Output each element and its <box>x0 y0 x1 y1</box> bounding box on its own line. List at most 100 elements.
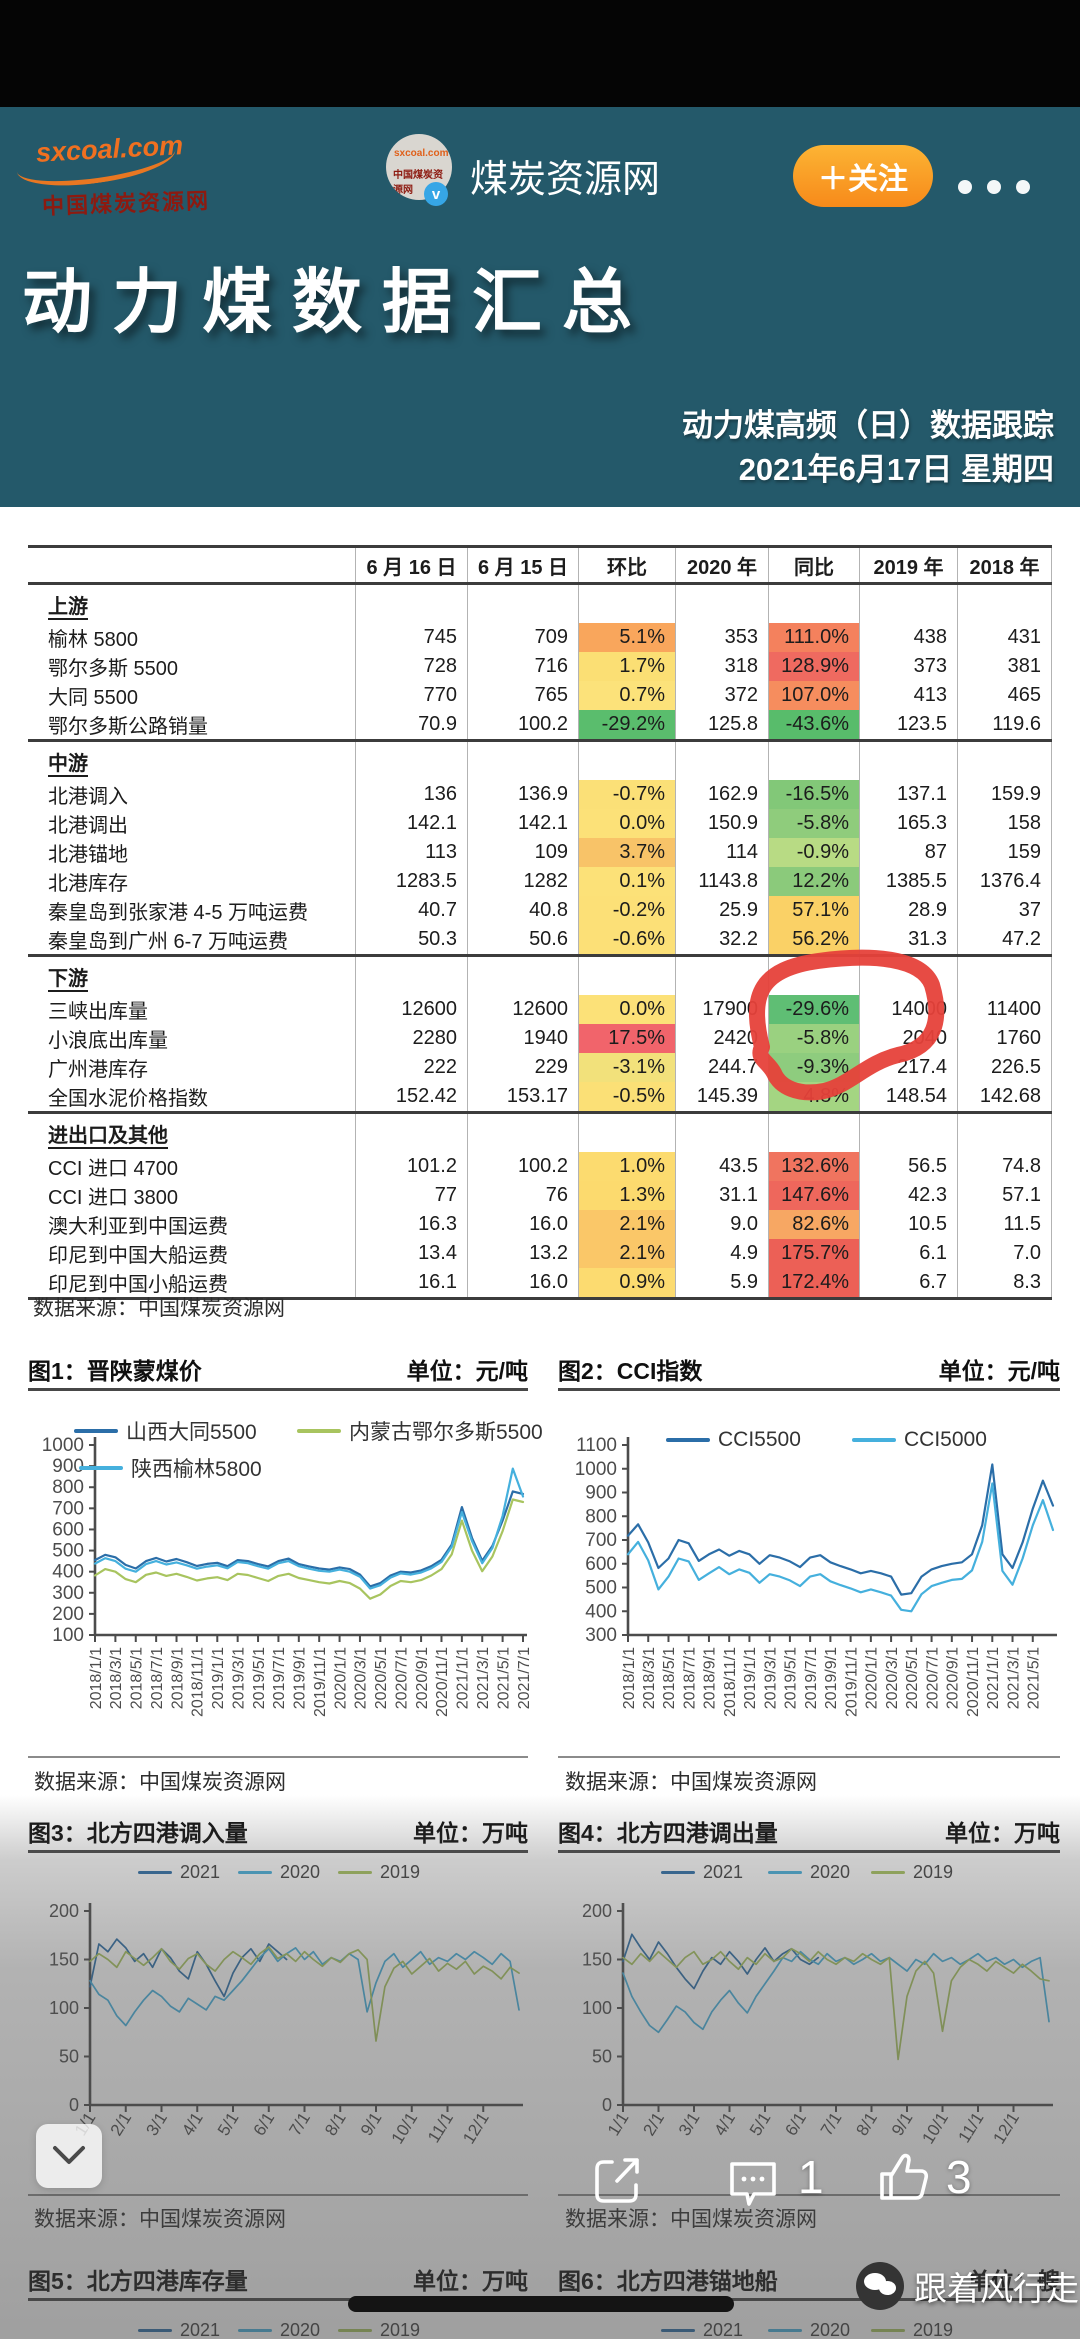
legend-swatch <box>871 1871 905 1874</box>
value-cell: 0.0% <box>578 995 675 1024</box>
value-cell: 56.5 <box>859 1152 957 1181</box>
svg-text:700: 700 <box>585 1530 617 1551</box>
svg-text:9/1: 9/1 <box>357 2109 386 2139</box>
table-row: 进出口及其他 <box>28 1111 1052 1152</box>
empty-cell <box>675 957 768 995</box>
value-cell: 152.42 <box>355 1082 467 1111</box>
row-label: 大同 5500 <box>48 687 139 709</box>
legend-item: 山西大同5500 <box>74 1416 257 1446</box>
value-cell: 150.9 <box>675 809 768 838</box>
value-cell: 745 <box>355 623 467 652</box>
figure5-title: 图5：北方四港库存量 <box>28 2268 248 2294</box>
empty-cell <box>578 742 675 780</box>
follow-button[interactable]: ＋关注 <box>793 145 933 207</box>
empty-cell <box>859 1114 957 1152</box>
svg-text:2020/3/1: 2020/3/1 <box>884 1647 901 1709</box>
svg-text:2021/1/1: 2021/1/1 <box>985 1647 1002 1709</box>
value-cell: 2280 <box>355 1024 467 1053</box>
svg-text:2020/1/1: 2020/1/1 <box>332 1647 349 1709</box>
svg-text:500: 500 <box>585 1578 617 1599</box>
collapse-button[interactable] <box>36 2124 102 2188</box>
like-icon[interactable] <box>872 2146 934 2208</box>
empty-cell <box>768 585 859 623</box>
empty-cell <box>578 585 675 623</box>
home-indicator[interactable] <box>348 2296 734 2312</box>
figure3-title: 图3：北方四港调入量 <box>28 1820 248 1846</box>
value-cell: 82.6% <box>768 1210 859 1239</box>
svg-text:2019/9/1: 2019/9/1 <box>292 1647 309 1709</box>
legend-item: 2020 <box>768 2320 850 2339</box>
svg-text:2019/5/1: 2019/5/1 <box>783 1647 800 1709</box>
svg-text:2018/7/1: 2018/7/1 <box>149 1647 166 1709</box>
subtitle-line1: 动力煤高频（日）数据跟踪 <box>682 408 1054 443</box>
svg-text:2018/9/1: 2018/9/1 <box>169 1647 186 1709</box>
svg-text:2018/3/1: 2018/3/1 <box>641 1647 658 1709</box>
table-row: 大同 5500 770 765 0.7% 372 107.0% 413 465 <box>28 681 1052 710</box>
value-cell: 172.4% <box>768 1268 859 1297</box>
figure1-title: 图1：晋陕蒙煤价 <box>28 1358 202 1384</box>
account-footer[interactable]: 跟着风行走 <box>856 2262 1079 2310</box>
empty-cell <box>859 742 957 780</box>
legend-label: 2019 <box>380 2320 421 2339</box>
svg-text:2021/7/1: 2021/7/1 <box>516 1647 533 1709</box>
value-cell: 70.9 <box>355 710 467 739</box>
row-label: CCI 进口 4700 <box>48 1158 179 1180</box>
legend-swatch <box>138 1871 172 1874</box>
value-cell: 1385.5 <box>859 867 957 896</box>
comment-icon[interactable] <box>724 2156 782 2212</box>
row-label: 秦皇岛到张家港 4-5 万吨运费 <box>48 902 309 924</box>
value-cell: -0.5% <box>578 1082 675 1111</box>
value-cell: 31.1 <box>675 1181 768 1210</box>
value-cell: 244.7 <box>675 1053 768 1082</box>
svg-text:1000: 1000 <box>575 1459 617 1480</box>
verified-badge-icon: v <box>424 182 448 206</box>
svg-text:2018/3/1: 2018/3/1 <box>108 1647 125 1709</box>
value-cell: 16.3 <box>355 1210 467 1239</box>
svg-text:2020/9/1: 2020/9/1 <box>414 1647 431 1709</box>
more-menu-icon[interactable] <box>958 180 1030 194</box>
svg-text:2019/1/1: 2019/1/1 <box>210 1647 227 1709</box>
value-cell: 42.3 <box>859 1181 957 1210</box>
svg-text:3/1: 3/1 <box>675 2109 704 2139</box>
value-cell: -0.7% <box>578 780 675 809</box>
value-cell: 1760 <box>957 1024 1052 1053</box>
row-label: 印尼到中国大船运费 <box>48 1245 228 1267</box>
svg-text:2020/11/1: 2020/11/1 <box>434 1647 451 1717</box>
value-cell: 17.5% <box>578 1024 675 1053</box>
empty-cell <box>355 1114 467 1152</box>
figure1-unit: 单位：元/吨 <box>406 1358 528 1384</box>
table-row: 中游 <box>28 739 1052 780</box>
empty-cell <box>578 957 675 995</box>
svg-text:2020/3/1: 2020/3/1 <box>353 1647 370 1709</box>
svg-text:1100: 1100 <box>576 1435 617 1456</box>
row-label: 鄂尔多斯 5500 <box>48 658 179 680</box>
value-cell: 101.2 <box>355 1152 467 1181</box>
svg-text:2019/1/1: 2019/1/1 <box>742 1647 759 1709</box>
value-cell: 153.17 <box>467 1082 578 1111</box>
svg-text:2020/1/1: 2020/1/1 <box>864 1647 881 1709</box>
share-icon[interactable] <box>590 2152 646 2208</box>
svg-text:100: 100 <box>49 1998 79 2018</box>
svg-text:12/1: 12/1 <box>989 2109 1023 2147</box>
legend-label: CCI5000 <box>904 1428 987 1451</box>
svg-text:2018/5/1: 2018/5/1 <box>661 1647 678 1709</box>
value-cell: -29.2% <box>578 710 675 739</box>
table-row: 北港库存 1283.5 1282 0.1% 1143.8 12.2% 1385.5 1376.… <box>28 867 1052 896</box>
value-cell: -0.2% <box>578 896 675 925</box>
legend-swatch <box>666 1438 710 1442</box>
red-marker-annotation <box>748 949 945 1101</box>
value-cell: 716 <box>467 652 578 681</box>
column-header <box>28 548 355 582</box>
value-cell: 318 <box>675 652 768 681</box>
figure4-header: 图4：北方四港调出量 单位：万吨 <box>558 1812 1060 1853</box>
value-cell: 2.1% <box>578 1210 675 1239</box>
legend-label: 2019 <box>380 1862 421 1882</box>
value-cell: 226.5 <box>957 1053 1052 1082</box>
column-header: 2020 年 <box>675 548 768 582</box>
svg-text:2021/1/1: 2021/1/1 <box>455 1647 472 1709</box>
account-name[interactable]: 煤炭资源网 <box>470 159 661 201</box>
value-cell: 162.9 <box>675 780 768 809</box>
svg-text:2018/1/1: 2018/1/1 <box>621 1647 638 1709</box>
svg-text:2018/7/1: 2018/7/1 <box>681 1647 698 1709</box>
